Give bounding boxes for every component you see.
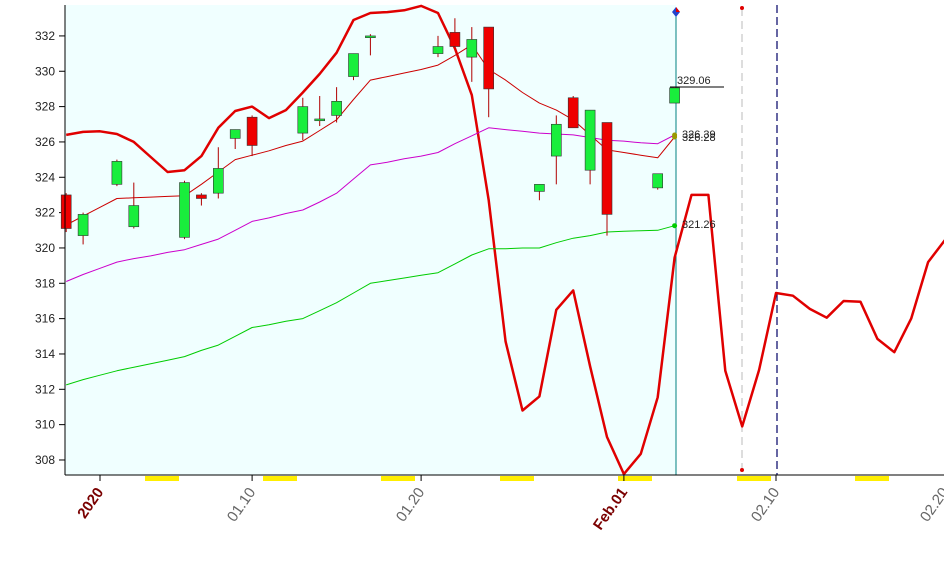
candle-body: [449, 32, 461, 47]
y-tick-label: 310: [35, 418, 55, 432]
marker-dot: [740, 468, 744, 472]
x-tick-label: 2020: [74, 485, 107, 522]
candle-body: [567, 97, 579, 129]
candle-body: [483, 26, 495, 90]
x-tick-label: Feb.01: [590, 485, 631, 534]
y-tick-label: 326: [35, 135, 55, 149]
y-tick-label: 324: [35, 170, 55, 184]
weekend-markers: [145, 476, 889, 481]
y-tick-label: 328: [35, 100, 55, 114]
value-annotation: 329.06: [677, 75, 711, 87]
weekend-marker: [145, 476, 179, 481]
x-tick-label: 01.10: [224, 485, 259, 526]
weekend-marker: [737, 476, 771, 481]
candle-body: [314, 118, 326, 122]
value-annotation: 326.28: [682, 132, 716, 144]
candle-body: [432, 46, 444, 54]
candle-body: [584, 109, 596, 171]
candle-body: [213, 168, 224, 194]
candle-body: [601, 122, 613, 215]
candle-body: [331, 100, 342, 116]
weekend-marker: [381, 476, 415, 481]
candle-body: [128, 205, 140, 228]
x-tick-label: 01.20: [393, 485, 428, 526]
y-tick-label: 332: [35, 29, 55, 43]
candle-body: [60, 194, 72, 229]
candle-body: [77, 214, 89, 236]
candle-body: [348, 53, 359, 77]
x-tick-label: 02.20: [917, 485, 944, 526]
end-dot: [672, 134, 678, 140]
candle-body: [652, 173, 664, 189]
line-series: [65, 4, 944, 476]
candle-body: [550, 123, 562, 157]
weekend-marker: [618, 476, 652, 481]
weekend-marker: [855, 476, 889, 481]
value-annotation: 326.39: [682, 129, 716, 141]
candle-body: [365, 35, 376, 38]
candle-body: [179, 182, 190, 238]
candle-body: [229, 129, 241, 139]
y-tick-label: 318: [35, 276, 55, 290]
x-tick-label: 02.10: [748, 485, 783, 526]
candle-body: [196, 194, 207, 199]
y-tick-label: 330: [35, 64, 55, 78]
y-tick-label: 320: [35, 241, 55, 255]
y-tick-label: 316: [35, 312, 55, 326]
marker-dot: [740, 6, 744, 10]
candle-body: [466, 39, 478, 58]
y-tick-label: 322: [35, 206, 55, 220]
candle-body: [246, 116, 258, 146]
candle-body: [111, 161, 123, 185]
candle-body: [669, 87, 680, 104]
weekend-marker: [263, 476, 297, 481]
weekend-marker: [500, 476, 534, 481]
value-annotation: 321.26: [682, 219, 716, 231]
line-series: [66, 127, 675, 282]
y-tick-label: 308: [35, 453, 55, 467]
candle-body: [297, 106, 309, 134]
line-series: [66, 225, 675, 386]
end-dot: [672, 223, 678, 229]
y-tick-label: 312: [35, 382, 55, 396]
candle-body: [534, 184, 545, 192]
current-marker: [676, 7, 680, 12]
history-background: [65, 5, 676, 475]
y-tick-label: 314: [35, 347, 55, 361]
